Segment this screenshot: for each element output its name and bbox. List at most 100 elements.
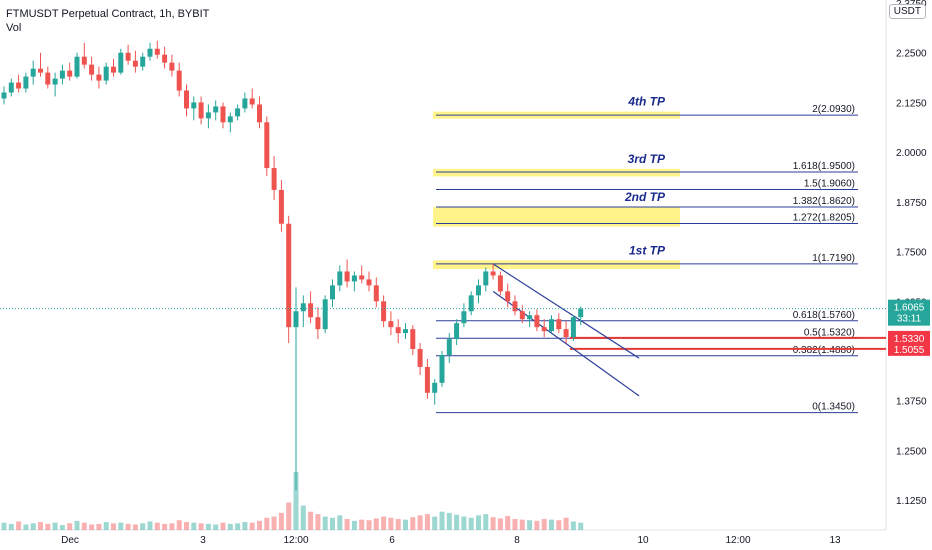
candle-body bbox=[242, 98, 248, 109]
volume-bar bbox=[410, 517, 416, 530]
candle-body bbox=[505, 291, 511, 302]
volume-bar bbox=[519, 519, 525, 530]
volume-bar bbox=[176, 520, 182, 530]
red-level-tag-text: 1.5330 bbox=[894, 334, 925, 345]
volume-bar bbox=[373, 518, 379, 530]
candle-body bbox=[59, 70, 65, 79]
candle-body bbox=[424, 366, 430, 393]
candle-body bbox=[366, 279, 372, 286]
candle-body bbox=[417, 349, 423, 367]
candle-body bbox=[103, 66, 109, 81]
candle-body bbox=[67, 70, 73, 77]
candle-body bbox=[257, 104, 262, 123]
candle-body bbox=[556, 319, 562, 330]
candle-body bbox=[373, 285, 379, 302]
candle-body bbox=[512, 301, 518, 312]
volume-bar bbox=[45, 523, 51, 530]
x-tick-label: 12:00 bbox=[283, 535, 308, 546]
candle-body bbox=[570, 317, 576, 338]
fib-level-label: 1.5(1.9060) bbox=[804, 179, 855, 190]
volume-bar bbox=[191, 522, 197, 530]
candle-body bbox=[388, 321, 394, 328]
candle-body bbox=[96, 74, 102, 81]
candle-body bbox=[300, 303, 306, 312]
candle-body bbox=[541, 327, 547, 332]
candle-body bbox=[432, 382, 438, 393]
volume-bar bbox=[220, 522, 226, 530]
volume-bar bbox=[483, 514, 489, 530]
volume-bar bbox=[454, 514, 460, 530]
candle-body bbox=[410, 329, 416, 350]
volume-bar bbox=[541, 519, 547, 530]
volume-label: Vol bbox=[6, 22, 22, 34]
candle-body bbox=[286, 223, 292, 328]
candle-body bbox=[308, 303, 314, 318]
candle-body bbox=[315, 317, 321, 330]
y-tick-label: 1.8750 bbox=[896, 198, 927, 209]
volume-bar bbox=[461, 516, 467, 530]
volume-bar bbox=[439, 511, 445, 530]
tp-label: 3rd TP bbox=[628, 152, 666, 166]
volume-bar bbox=[366, 520, 372, 530]
candle-body bbox=[118, 52, 124, 73]
candle-body bbox=[468, 295, 474, 312]
volume-bar bbox=[293, 472, 299, 530]
y-tick-label: 2.0000 bbox=[896, 148, 927, 159]
volume-bar bbox=[468, 517, 474, 530]
candle-body bbox=[74, 56, 80, 77]
candle-body bbox=[519, 311, 525, 320]
candle-body bbox=[16, 82, 22, 89]
y-tick-label: 1.3750 bbox=[896, 397, 927, 408]
volume-bar bbox=[286, 502, 292, 530]
last-price-value: 1.6065 bbox=[894, 303, 925, 314]
candle-body bbox=[205, 112, 211, 119]
candle-body bbox=[271, 168, 277, 190]
candle-body bbox=[184, 90, 189, 109]
volume-bar bbox=[563, 517, 569, 530]
candle-body bbox=[162, 54, 168, 63]
volume-bar bbox=[512, 519, 518, 530]
volume-bar bbox=[147, 521, 153, 530]
x-tick-label: 3 bbox=[200, 535, 206, 546]
candle-body bbox=[403, 329, 408, 334]
candle-body bbox=[527, 315, 533, 320]
candle-body bbox=[52, 78, 58, 85]
channel-upper-line bbox=[492, 263, 640, 359]
candle-body bbox=[330, 285, 335, 300]
volume-bar bbox=[81, 522, 87, 530]
tp-label: 1st TP bbox=[629, 243, 666, 257]
currency-badge[interactable]: USDT bbox=[888, 4, 926, 19]
volume-bar bbox=[38, 522, 43, 530]
volume-bar bbox=[315, 514, 321, 530]
volume-bar bbox=[505, 515, 511, 530]
candle-body bbox=[81, 56, 87, 65]
volume-bar bbox=[132, 524, 138, 530]
candle-body bbox=[23, 76, 29, 89]
candle-body bbox=[45, 72, 51, 85]
y-tick-label: 1.2500 bbox=[896, 446, 927, 457]
x-tick-label: 6 bbox=[389, 535, 395, 546]
candle-body bbox=[446, 339, 452, 355]
volume-bar bbox=[154, 522, 160, 530]
candle-body bbox=[322, 299, 328, 330]
candle-body bbox=[154, 48, 160, 55]
volume-bar bbox=[213, 524, 219, 530]
volume-bar bbox=[169, 523, 175, 530]
candle-body bbox=[476, 285, 481, 296]
volume-bar bbox=[271, 516, 277, 530]
candle-body bbox=[38, 68, 43, 73]
candle-body bbox=[395, 327, 401, 334]
volume-bar bbox=[300, 505, 306, 530]
volume-bar bbox=[432, 516, 438, 530]
last-price-countdown: 33:11 bbox=[897, 314, 922, 325]
volume-bar bbox=[476, 515, 481, 530]
tp-label: 4th TP bbox=[627, 95, 666, 109]
candle-body bbox=[132, 60, 138, 67]
candle-body bbox=[249, 98, 255, 105]
volume-bar bbox=[549, 519, 554, 530]
fib-level-label: 1.618(1.9500) bbox=[793, 161, 855, 172]
volume-bar bbox=[578, 522, 584, 530]
candle-body bbox=[278, 189, 284, 224]
volume-bar bbox=[556, 520, 562, 530]
